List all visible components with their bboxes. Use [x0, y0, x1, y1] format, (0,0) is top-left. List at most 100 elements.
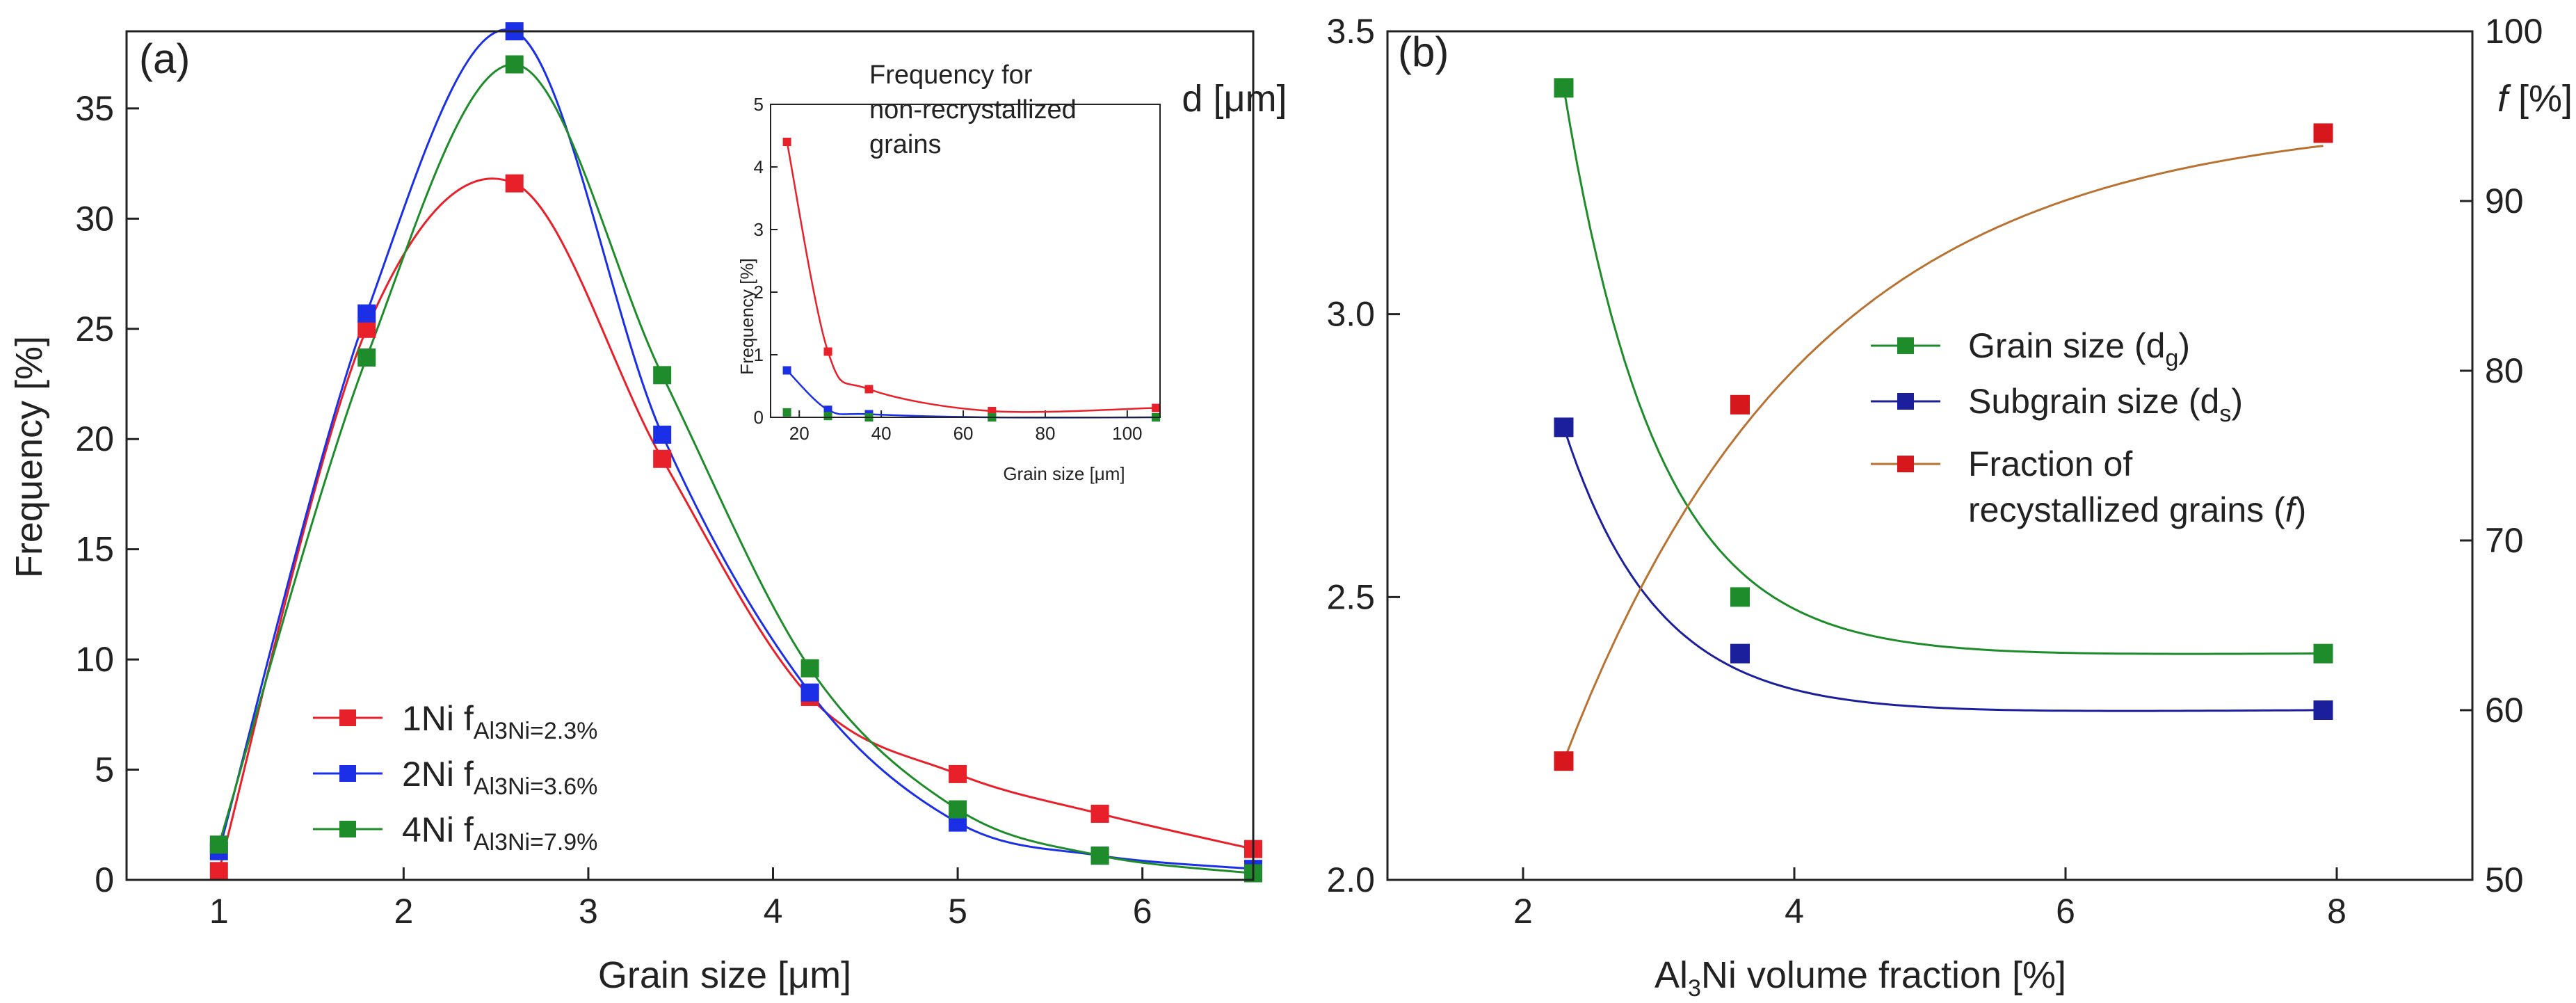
legend-4ni-label: 4Ni f: [402, 810, 474, 849]
panel-a-label: (a): [139, 35, 190, 82]
legend-subgrain-size-sub: s: [2219, 401, 2231, 427]
inset-x-tick-label: 80: [1035, 423, 1055, 444]
x-tick-label: 2: [1513, 892, 1533, 931]
legend-2ni-sub: Al3Ni=3.6%: [474, 773, 598, 800]
legend-subgrain-size-label: Subgrain size (d: [1968, 382, 2219, 421]
left-y-tick-label: 3.0: [1326, 295, 1375, 334]
y-tick-label: 30: [75, 199, 114, 238]
inset-y-tick-label: 2: [754, 282, 764, 303]
panel-a-y-ticks: 0 5 10 15 20 25 30 35: [75, 89, 139, 899]
inset-x-tick-label: 60: [953, 423, 974, 444]
x-tick-label: 5: [948, 892, 967, 931]
panel-a-curves: [218, 29, 1254, 874]
legend-grain-size-sub: g: [2165, 345, 2178, 371]
panel-b-frame: [1386, 30, 2474, 881]
y-tick-label: 10: [75, 640, 114, 679]
legend-1ni-sub: Al3Ni=2.3%: [474, 718, 598, 744]
point-4ni: [653, 366, 672, 385]
point-1ni: [505, 174, 524, 193]
point-4ni: [209, 835, 228, 854]
inset-y-tick-label: 3: [754, 219, 764, 240]
right-y-tick-label: 70: [2485, 521, 2524, 560]
x-tick-label: 6: [2056, 892, 2075, 931]
inset-x-axis-label: Grain size [μm]: [1003, 463, 1125, 484]
inset-curve-1ni: [786, 141, 1157, 413]
inset-point-1ni: [823, 347, 832, 356]
panel-a-points: [209, 22, 1262, 883]
inset-y-ticks: 0 1 2 3 4 5: [754, 94, 778, 428]
inset-point-1ni: [782, 138, 791, 146]
point-series-2: [1554, 751, 1574, 771]
point-1ni: [1090, 804, 1109, 823]
left-y-tick-label: 3.5: [1326, 12, 1375, 51]
panel-a-x-axis-label: Grain size [μm]: [598, 954, 851, 996]
legend-1ni-label: 1Ni f: [402, 699, 474, 738]
svg-text:Grain size (dg): Grain size (dg): [1968, 326, 2190, 371]
inset-point-4ni: [782, 408, 791, 417]
inset-point-1ni: [1152, 403, 1161, 412]
inset-x-ticks: 20 40 60 80 100: [789, 410, 1143, 444]
point-series-1: [1554, 417, 1574, 438]
inset-title-line-1: Frequency for: [869, 61, 1033, 90]
point-2ni: [357, 304, 376, 323]
inset-y-tick-label: 4: [754, 157, 764, 177]
inset-point-1ni: [864, 385, 874, 394]
inset-y-axis-label: Frequency [%]: [736, 258, 757, 375]
legend-2ni-label: 2Ni f: [402, 755, 474, 794]
point-1ni: [653, 449, 672, 468]
legend-fraction-label: Fraction of: [1968, 444, 2132, 483]
right-y-tick-label: 60: [2485, 691, 2524, 730]
inset-y-tick-label: 5: [754, 94, 764, 115]
right-y-tick-label: 90: [2485, 182, 2524, 220]
y-tick-label: 20: [75, 419, 114, 458]
inset-x-tick-label: 100: [1112, 423, 1142, 444]
svg-text:recystallized grains (f): recystallized grains (f): [1968, 490, 2306, 529]
right-y-tick-label: 100: [2485, 12, 2543, 51]
legend-fraction-label-2: recystallized grains (: [1968, 490, 2285, 529]
y-tick-label: 0: [95, 860, 114, 899]
legend-grain-size-label: Grain size (d: [1968, 326, 2165, 365]
left-y-tick-label: 2.5: [1326, 577, 1375, 616]
point-series-1: [1730, 643, 1750, 664]
point-2ni: [800, 683, 819, 702]
panel-a-y-axis-label: Frequency [%]: [8, 336, 50, 578]
point-2ni: [653, 425, 672, 444]
x-tick-label: 4: [1785, 892, 1804, 931]
point-1ni: [949, 764, 967, 783]
y-tick-label: 25: [75, 310, 114, 348]
legend-item-1ni: 1Ni fAl3Ni=2.3%: [313, 699, 597, 744]
panel-b-right-y-ticks: 50 60 70 80 90 100: [2460, 12, 2543, 899]
inset-frame: [770, 104, 1161, 418]
point-4ni: [1090, 846, 1109, 865]
panel-a-frame: [125, 30, 1255, 881]
panel-b: (b) 2 4 6 8 2.0 2.5 3.0 3.5 50 60 70 80 90 100 Al3N…: [1182, 12, 2573, 1002]
panel-b-label: (b): [1398, 29, 1449, 75]
curve-series-0: [1563, 88, 2324, 655]
point-4ni: [505, 55, 524, 74]
panel-b-left-y-ticks: 2.0 2.5 3.0 3.5: [1326, 12, 1400, 899]
inset-y-tick-label: 0: [754, 407, 764, 428]
inset-point-4ni: [823, 412, 832, 421]
legend-4ni-sub: Al3Ni=7.9%: [474, 829, 598, 856]
point-series-0: [1554, 78, 1574, 98]
svg-text:Subgrain size (ds): Subgrain size (ds): [1968, 382, 2243, 427]
panel-b-x-axis-label: Al3Ni volume fraction [%]: [1655, 954, 2066, 1002]
legend-item-subgrain-size: Subgrain size (ds): [1871, 382, 2243, 427]
point-series-0: [2313, 643, 2333, 664]
x-tick-label: 4: [764, 892, 783, 931]
x-tick-label: 2: [394, 892, 413, 931]
curve-2ni: [218, 29, 1254, 870]
panel-b-points: [1554, 78, 2333, 771]
inset-point-2ni: [782, 366, 791, 375]
left-y-tick-label: 2.0: [1326, 860, 1375, 899]
legend-item-4ni: 4Ni fAl3Ni=7.9%: [313, 810, 597, 856]
x-tick-label: 1: [209, 892, 229, 931]
inset-points: [782, 138, 1161, 422]
point-series-1: [2313, 700, 2333, 720]
inset-curves: [786, 141, 1157, 419]
curve-series-2: [1563, 145, 2324, 762]
panel-a-x-ticks: 1 2 3 4 5 6: [209, 867, 1152, 931]
panel-b-x-ticks: 2 4 6 8: [1513, 867, 2346, 931]
panel-a-legend: 1Ni fAl3Ni=2.3% 2Ni fAl3Ni=3.6% 4Ni fAl3…: [313, 699, 597, 856]
